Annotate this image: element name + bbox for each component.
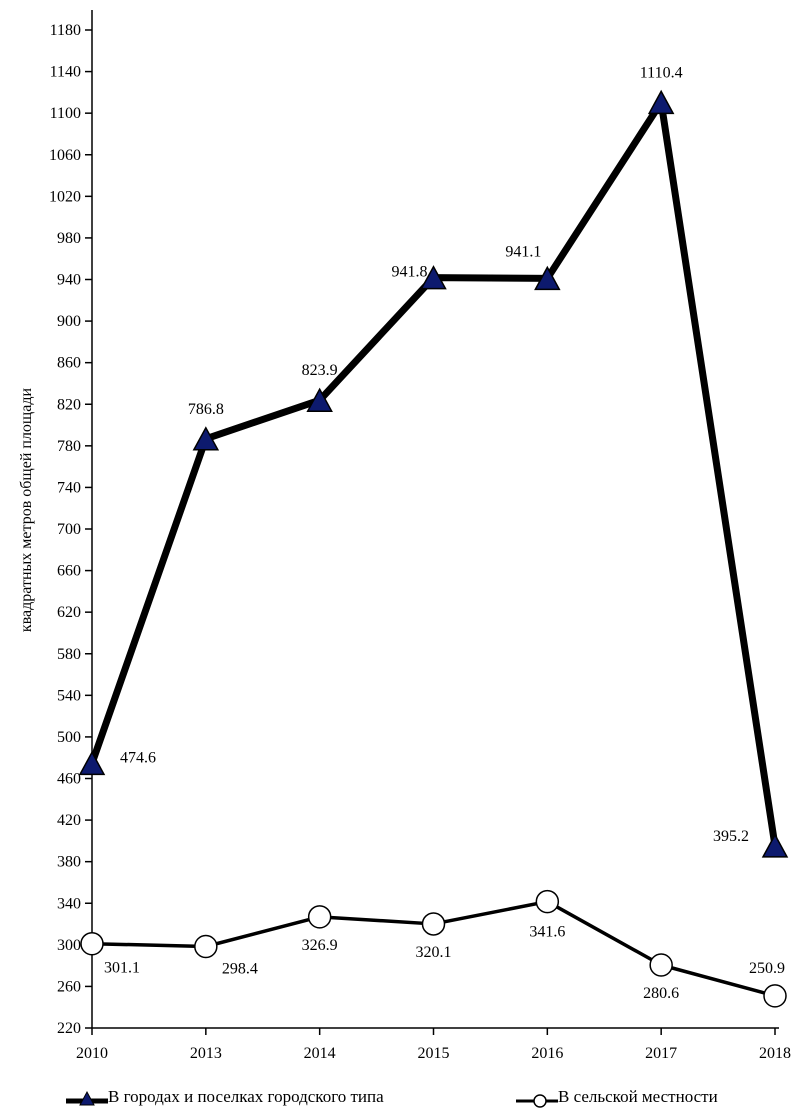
x-tick-label: 2013 [190, 1045, 222, 1062]
y-axis-title-group: квадратных метров общей площади [18, 388, 35, 633]
circle-line-legend-icon [516, 1094, 558, 1108]
y-tick-label: 1020 [49, 188, 81, 205]
y-tick-label: 1180 [50, 22, 81, 39]
x-ticks: 2010 2013 2014 2015 2016 2017 2018 [76, 1028, 791, 1062]
data-label-urban: 474.6 [120, 749, 156, 766]
x-tick-label: 2018 [759, 1045, 791, 1062]
y-axis-title: квадратных метров общей площади [18, 388, 35, 633]
data-label-rural: 341.6 [529, 924, 565, 941]
y-tick-label: 460 [57, 771, 81, 788]
y-tick-label: 860 [57, 355, 81, 372]
y-tick-label: 900 [57, 313, 81, 330]
y-tick-label: 820 [57, 396, 81, 413]
data-point-urban [534, 265, 561, 291]
data-point-rural [649, 953, 673, 977]
data-label-urban: 1110.4 [640, 64, 683, 81]
triangle-line-legend-icon [66, 1090, 108, 1106]
legend: В городах и поселках городского типа В с… [0, 1086, 799, 1112]
data-point-urban [306, 387, 333, 412]
data-label-rural: 320.1 [416, 944, 452, 961]
y-tick-label: 780 [57, 438, 81, 455]
data-point-rural [80, 931, 104, 956]
series-line-urban [88, 98, 779, 847]
y-tick-label: 340 [57, 895, 81, 912]
x-tick-label: 2014 [304, 1045, 336, 1062]
y-tick-label: 260 [57, 978, 81, 995]
y-tick-label: 540 [57, 687, 81, 704]
x-tick-label: 2017 [645, 1045, 677, 1062]
data-point-urban [78, 750, 106, 776]
series-layer [78, 89, 789, 1008]
data-point-urban [647, 89, 675, 115]
y-tick-label: 1100 [50, 105, 81, 122]
y-ticks: 220 260 300 340 380 420 460 500 540 580 620 660 700 7… [49, 22, 92, 1037]
data-label-urban: 941.8 [392, 264, 428, 281]
data-label-urban: 823.9 [302, 362, 338, 379]
y-tick-label: 940 [57, 272, 81, 289]
data-point-urban [420, 265, 447, 290]
legend-item-rural: В сельской местности [516, 1086, 718, 1108]
data-point-rural [763, 984, 787, 1008]
legend-item-urban: В городах и поселках городского типа [66, 1086, 384, 1108]
axes [91, 10, 779, 1029]
data-point-urban [192, 426, 220, 451]
y-tick-label: 700 [57, 521, 81, 538]
data-label-rural: 298.4 [222, 960, 258, 977]
data-label-urban: 786.8 [188, 401, 224, 418]
data-label-rural: 250.9 [749, 960, 785, 977]
x-tick-label: 2015 [418, 1045, 450, 1062]
y-tick-label: 660 [57, 563, 81, 580]
data-label-urban: 395.2 [713, 828, 749, 845]
data-point-rural [307, 905, 332, 929]
y-tick-label: 420 [57, 812, 81, 829]
y-tick-label: 380 [57, 854, 81, 871]
legend-label-urban: В городах и поселках городского типа [108, 1087, 384, 1106]
data-point-rural [421, 912, 446, 936]
y-tick-label: 740 [57, 479, 81, 496]
x-tick-label: 2016 [531, 1045, 563, 1062]
y-tick-label: 620 [57, 604, 81, 621]
y-tick-label: 1140 [50, 64, 81, 81]
y-tick-label: 300 [57, 937, 81, 954]
y-tick-label: 580 [57, 646, 81, 663]
legend-label-rural: В сельской местности [558, 1087, 718, 1106]
line-chart: квадратных метров общей площади 220 260 30… [18, 10, 791, 1062]
data-label-rural: 301.1 [104, 960, 140, 977]
y-tick-label: 220 [57, 1020, 81, 1037]
y-tick-label: 980 [57, 230, 81, 247]
data-point-rural [194, 934, 218, 959]
data-point-rural [535, 889, 560, 914]
x-tick-label: 2010 [76, 1045, 108, 1062]
y-tick-label: 1060 [49, 147, 81, 164]
data-label-rural: 326.9 [302, 937, 338, 954]
data-point-urban [761, 833, 789, 858]
data-label-urban: 941.1 [505, 243, 541, 260]
data-label-rural: 280.6 [643, 985, 679, 1002]
y-tick-label: 500 [57, 729, 81, 746]
data-labels: 474.6 786.8 823.9 941.8 941.1 1110.4 395.2 301.… [104, 64, 785, 1002]
